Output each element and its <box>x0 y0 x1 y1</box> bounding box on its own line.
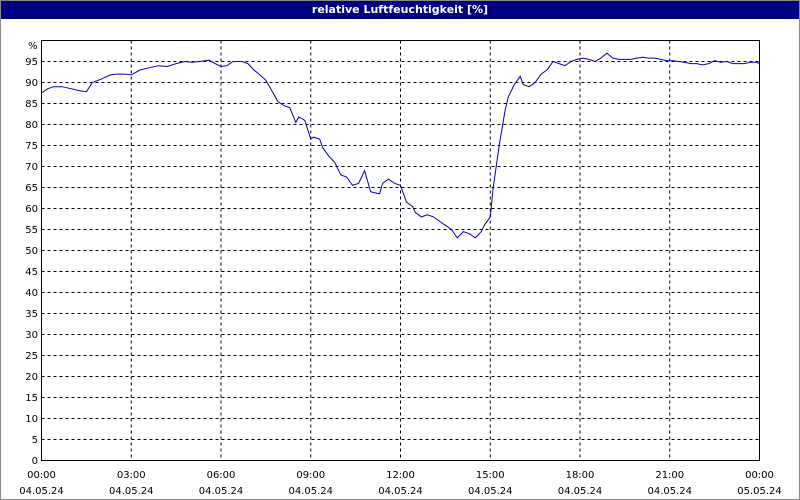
humidity-chart: 0 5 10 15 20 25 30 35 40 45 50 55 60 65 70 75 80 85 90 95 0… <box>19 40 782 497</box>
x-axis-ticks: 00:00 04.05.24 03:00 04.05.24 06:00 04.05.24 0… <box>19 470 782 497</box>
y-tick-label: 80 <box>25 120 38 131</box>
y-tick-label: 90 <box>25 78 38 89</box>
y-tick-label: 85 <box>25 99 38 110</box>
chart-title: relative Luftfeuchtigkeit [%] <box>1 1 799 19</box>
y-tick-label: 10 <box>25 414 38 425</box>
grid-lines <box>41 40 760 461</box>
plot-area-border <box>41 40 760 461</box>
y-tick-label: 65 <box>25 183 38 194</box>
y-tick-label: 25 <box>25 351 38 362</box>
y-tick-label: 75 <box>25 141 38 152</box>
humidity-series-line <box>41 52 760 239</box>
x-tick-date-label: 04.05.24 <box>288 486 333 497</box>
y-tick-label: 35 <box>25 309 38 320</box>
x-tick-time-label: 00:00 <box>27 470 56 481</box>
x-tick-time-label: 03:00 <box>117 470 146 481</box>
y-tick-label: 45 <box>25 267 38 278</box>
x-tick-time-label: 00:00 <box>745 470 774 481</box>
y-tick-label: 30 <box>25 330 38 341</box>
y-tick-label: 15 <box>25 393 38 404</box>
x-tick-time-label: 12:00 <box>386 470 415 481</box>
x-tick-date-label: 04.05.24 <box>19 486 64 497</box>
y-tick-label: 95 <box>25 57 38 68</box>
x-tick-date-label: 04.05.24 <box>199 486 244 497</box>
x-tick-time-label: 18:00 <box>566 470 595 481</box>
y-tick-label: 0 <box>32 456 38 467</box>
x-tick-date-label: 05.05.24 <box>737 486 782 497</box>
x-tick-time-label: 15:00 <box>476 470 505 481</box>
x-tick-date-label: 04.05.24 <box>647 486 692 497</box>
y-tick-label: 55 <box>25 225 38 236</box>
y-tick-label: 20 <box>25 372 38 383</box>
x-tick-time-label: 09:00 <box>296 470 325 481</box>
y-tick-label: 50 <box>25 246 38 257</box>
x-tick-date-label: 04.05.24 <box>109 486 154 497</box>
y-axis-label: % <box>28 41 38 52</box>
x-tick-date-label: 04.05.24 <box>378 486 423 497</box>
y-tick-label: 70 <box>25 162 38 173</box>
x-tick-date-label: 04.05.24 <box>558 486 603 497</box>
y-axis-ticks: 0 5 10 15 20 25 30 35 40 45 50 55 60 65 70 75 80 85 90 95 <box>25 57 38 467</box>
y-tick-label: 5 <box>32 435 38 446</box>
x-tick-time-label: 21:00 <box>655 470 684 481</box>
y-tick-label: 60 <box>25 204 38 215</box>
y-tick-label: 40 <box>25 288 38 299</box>
x-tick-time-label: 06:00 <box>207 470 236 481</box>
x-tick-date-label: 04.05.24 <box>468 486 513 497</box>
